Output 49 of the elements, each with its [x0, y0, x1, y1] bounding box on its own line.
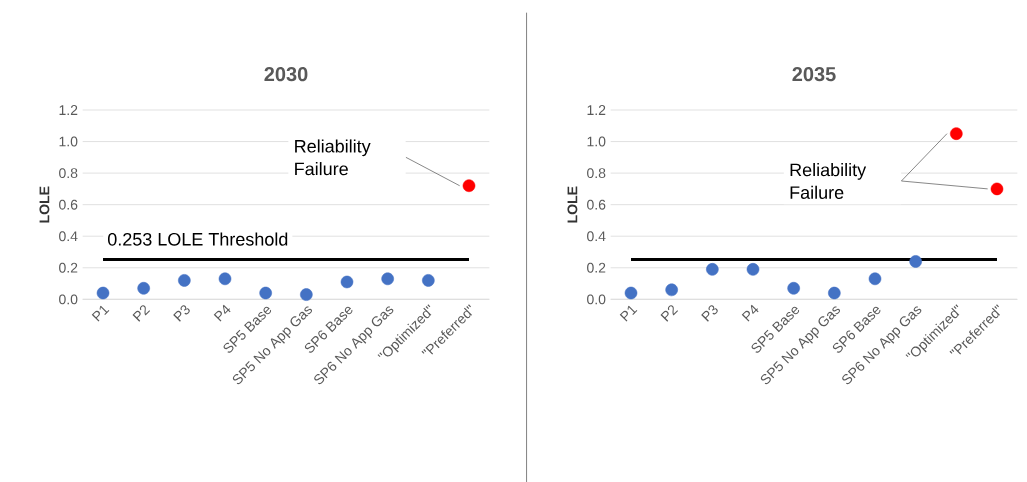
y-tick-label: 0.8 [587, 167, 606, 178]
annotation: Reliability Failure [295, 139, 371, 176]
chart-title: 2035 [792, 66, 836, 82]
x-tick-label: P2 [660, 304, 679, 322]
point [422, 273, 435, 287]
point [259, 286, 272, 300]
point [746, 262, 760, 276]
y-tick-label: 1.0 [587, 136, 606, 147]
x-tick-label: P4 [213, 304, 231, 322]
y-axis-title: LOLE [567, 186, 578, 223]
point [828, 286, 841, 300]
y-tick-label: 0.2 [59, 262, 78, 273]
x-tick-label: P4 [741, 304, 759, 322]
point [218, 272, 232, 285]
y-tick-label: 0.8 [59, 167, 78, 178]
point [909, 255, 922, 268]
x-tick-label: P1 [619, 305, 638, 322]
y-tick-label: 0.4 [587, 231, 606, 241]
point [950, 127, 963, 140]
point [178, 273, 191, 287]
y-tick-label: 0.2 [587, 262, 606, 273]
y-axis-title: LOLE [39, 186, 50, 223]
x-tick-label: P3 [701, 304, 718, 322]
y-tick-label: 1.2 [587, 104, 606, 115]
point [300, 288, 313, 301]
point [340, 275, 354, 289]
point [137, 281, 150, 295]
point [665, 283, 678, 296]
ref-line-label: 0.253 LOLE Threshold [107, 232, 288, 246]
y-tick-label: 0.6 [59, 199, 78, 210]
y-tick-label: 0.0 [59, 294, 78, 305]
y-tick-label: 0.0 [587, 294, 606, 305]
chart-title: 2030 [264, 66, 308, 82]
point [706, 262, 719, 276]
x-tick-label: P3 [173, 304, 190, 322]
point [462, 179, 476, 192]
point [868, 272, 882, 285]
point [381, 272, 394, 285]
x-tick-label: P1 [91, 305, 110, 322]
annotation: Reliability Failure [790, 162, 867, 199]
y-tick-label: 0.6 [587, 199, 606, 210]
point [787, 281, 800, 295]
x-tick-label: P2 [132, 304, 151, 322]
y-tick-label: 1.2 [59, 104, 78, 115]
y-tick-label: 0.4 [59, 231, 78, 241]
point [96, 286, 110, 300]
point [624, 286, 638, 300]
point [990, 182, 1004, 195]
y-tick-label: 1.0 [59, 136, 78, 147]
